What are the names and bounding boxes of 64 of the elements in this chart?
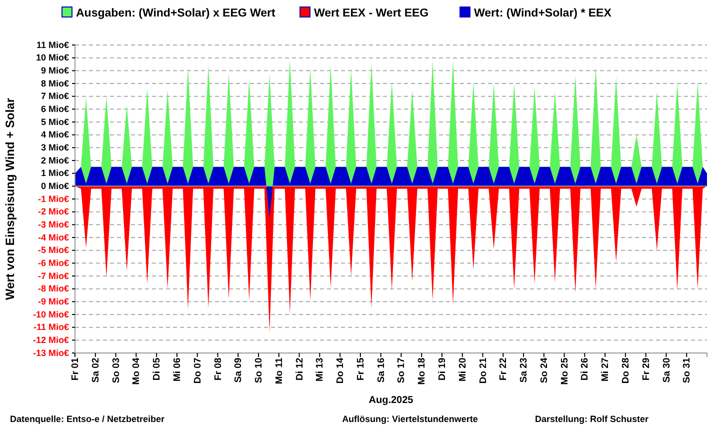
y-tick-label: -8 Mio€: [38, 284, 69, 294]
x-tick-label: Mo 11: [274, 357, 285, 384]
y-tick-label: -11 Mio€: [33, 322, 69, 332]
x-tick-label: Do 28: [620, 358, 632, 384]
y-tick-label: 0 Mio€: [40, 181, 69, 192]
x-tick-label: So 03: [110, 358, 122, 384]
x-tick-label: Do 14: [335, 357, 346, 384]
text: Auflösung: Viertelstundenwerte: [342, 414, 478, 424]
y-tick-label: -12 Mio€: [32, 335, 69, 346]
x-tick-label: Mi 13: [314, 358, 326, 382]
x-tick-label: Sa 23: [518, 358, 530, 383]
x-tick-label: Sa 09: [233, 358, 244, 383]
x-axis-title: Aug.2025: [368, 395, 414, 406]
y-tick-label: -10 Mio€: [32, 309, 69, 320]
y-tick-label: 4 Mio€: [40, 130, 69, 140]
x-tick-label: So 24: [538, 357, 550, 384]
x-tick-label: Fr 22: [498, 358, 510, 380]
y-tick-label: 3 Mio€: [40, 142, 69, 153]
x-tick-label: Fr 29: [640, 358, 652, 380]
y-tick-label: 2 Mio€: [40, 155, 69, 166]
y-axis-title: Wert von Einspeisung Wind + Solar: [3, 98, 17, 300]
x-tick-label: Mo 25: [559, 357, 570, 385]
legend-label: Wert: (Wind+Solar) * EEX: [474, 8, 612, 20]
legend-label: Wert EEX - Wert EEG: [314, 8, 429, 20]
y-tick-label: -4 Mio€: [38, 232, 69, 242]
x-tick-label: Di 26: [580, 358, 591, 380]
x-tick-label: So 10: [254, 358, 265, 384]
x-tick-label: Fr 01: [70, 357, 82, 380]
y-tick-label: 5 Mio€: [40, 116, 69, 127]
x-tick-label: Di 05: [152, 357, 163, 380]
y-tick-label: -3 Mio€: [38, 220, 69, 230]
x-tick-label: Mi 20: [457, 358, 468, 382]
y-tick-label: 9 Mio€: [40, 66, 69, 76]
legend-label: Ausgaben: (Wind+Solar) x EEG Wert: [76, 8, 276, 20]
y-tick-label: -9 Mio€: [38, 296, 69, 307]
x-tick-label: Fr 08: [212, 358, 224, 380]
x-tick-label: Sa 02: [90, 358, 102, 383]
x-tick-label: Mi 27: [600, 358, 612, 382]
text: Datenquelle: Entso-e / Netzbetreiber: [10, 414, 166, 424]
x-tick-label: Do 21: [478, 357, 489, 384]
y-tick-label: -1 Mio€: [38, 194, 69, 204]
y-tick-label: 11 Mio€: [36, 40, 69, 50]
y-tick-label: -13 Mio€: [32, 348, 69, 358]
y-tick-label: 1 Mio€: [40, 168, 69, 178]
y-tick-label: 10 Mio€: [36, 52, 69, 63]
y-tick-label: -7 Mio€: [38, 270, 69, 281]
x-tick-label: Fr 15: [355, 357, 366, 380]
y-tick-label: -5 Mio€: [38, 245, 69, 256]
x-tick-label: Di 19: [437, 358, 448, 380]
x-tick-label: Mo 18: [416, 358, 428, 385]
x-tick-label: Mo 04: [131, 357, 142, 385]
y-tick-label: 8 Mio€: [40, 78, 69, 88]
y-tick-label: 6 Mio€: [40, 104, 69, 114]
x-tick-label: Sa 30: [661, 358, 672, 383]
y-tick-label: 7 Mio€: [40, 91, 69, 102]
text: Darstellung: Rolf Schuster: [535, 414, 650, 424]
y-tick-label: -2 Mio€: [38, 206, 69, 217]
x-tick-label: So 31: [682, 357, 693, 384]
x-tick-label: Mi 06: [172, 358, 183, 382]
x-tick-label: So 17: [396, 358, 408, 384]
y-tick-label: -6 Mio€: [38, 258, 69, 268]
x-tick-label: Do 07: [192, 358, 204, 384]
x-tick-label: Sa 16: [376, 358, 387, 383]
x-tick-label: Di 12: [294, 358, 306, 380]
